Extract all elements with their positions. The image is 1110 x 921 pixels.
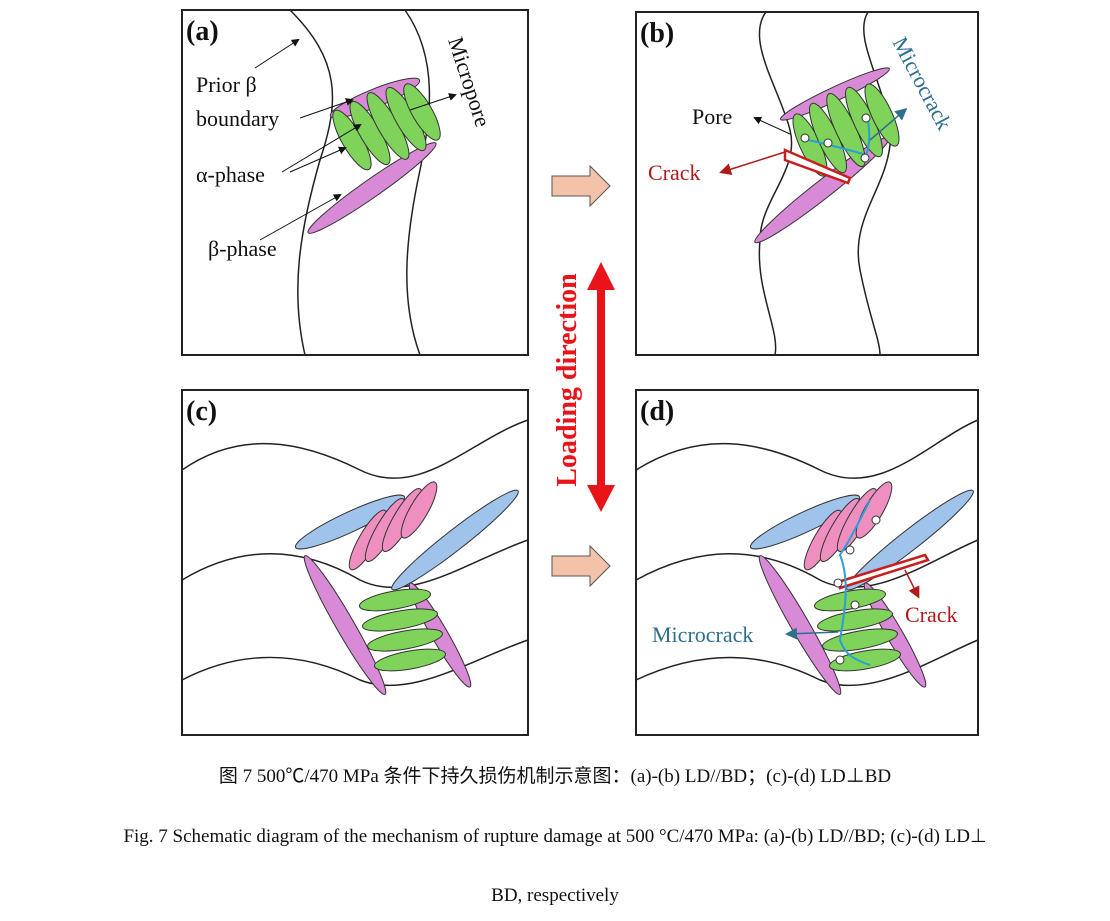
microcrack-label: Microcrack bbox=[652, 622, 753, 647]
panel-d: (d) Crack Microcrack bbox=[635, 389, 979, 736]
grain-boundary bbox=[289, 9, 334, 356]
grain-boundary bbox=[404, 9, 431, 356]
crack-label: Crack bbox=[648, 160, 701, 185]
caption-english-line1: Fig. 7 Schematic diagram of the mechanis… bbox=[123, 826, 987, 847]
loading-direction-label: Loading direction bbox=[552, 273, 583, 487]
alpha-phase-label: α-phase bbox=[196, 162, 265, 187]
prior-beta-label: Prior β bbox=[196, 72, 257, 97]
boundary-label: boundary bbox=[196, 106, 279, 131]
caption-chinese: 图 7 500℃/470 MPa 条件下持久损伤机制示意图：(a)-(b) LD… bbox=[218, 766, 892, 787]
panel-label: (c) bbox=[186, 396, 217, 427]
panel-b: (b) Pore Crack Microcrack bbox=[635, 11, 979, 356]
crack bbox=[783, 148, 852, 185]
schematic-diagram: (a) Prior β boundary α-phase β-phase Mic… bbox=[181, 9, 979, 736]
panel-label: (b) bbox=[640, 18, 674, 49]
crack-label: Crack bbox=[905, 602, 958, 627]
microcrack bbox=[838, 499, 871, 666]
loading-direction-arrow-icon bbox=[587, 262, 615, 512]
pore-label: Pore bbox=[692, 104, 732, 129]
panel-a: (a) Prior β boundary α-phase β-phase Mic… bbox=[181, 9, 529, 356]
beta-phase-lath bbox=[307, 142, 437, 234]
panel-label: (a) bbox=[186, 16, 219, 47]
caption-english-line2: BD, respectively bbox=[491, 885, 619, 906]
process-arrow-icon bbox=[551, 544, 611, 588]
beta-phase-label: β-phase bbox=[208, 236, 277, 261]
panel-label: (d) bbox=[640, 396, 674, 427]
process-arrow-icon bbox=[551, 164, 611, 208]
panel-c: (c) bbox=[181, 389, 529, 736]
